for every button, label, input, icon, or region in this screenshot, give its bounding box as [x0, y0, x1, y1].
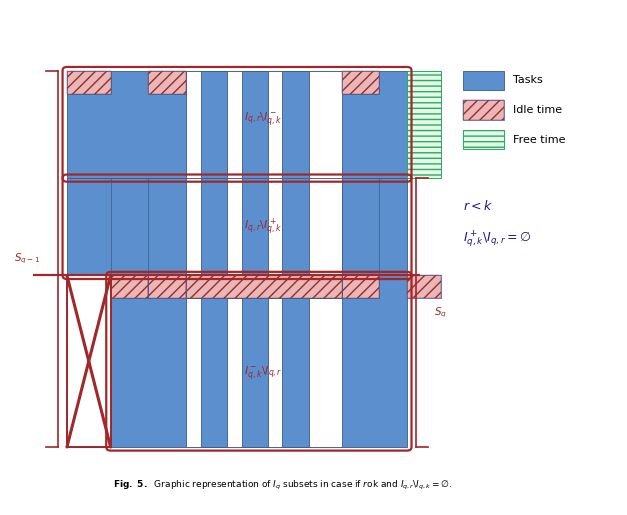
Text: $\mathbf{Fig.\ 5.}$  Graphic representation of $I_q$ subsets in case if $r$ok an: $\mathbf{Fig.\ 5.}$ Graphic representati… [113, 479, 452, 492]
Text: Idle time: Idle time [514, 105, 562, 115]
Bar [67, 71, 407, 178]
Text: $r < k$: $r < k$ [463, 199, 493, 213]
Bar [282, 178, 308, 276]
Bar [282, 299, 308, 447]
Bar [342, 71, 379, 94]
Bar [242, 299, 268, 447]
Text: $I_{q,k}^-\backslash I_{q,r}$: $I_{q,k}^-\backslash I_{q,r}$ [245, 364, 283, 382]
Bar [186, 276, 342, 299]
Bar [342, 276, 379, 299]
Text: $I_{q,r}\backslash I_{q,k}^+$: $I_{q,r}\backslash I_{q,k}^+$ [245, 216, 283, 237]
Bar [186, 299, 342, 447]
Bar [67, 276, 110, 447]
Bar [110, 276, 407, 447]
Bar [463, 130, 504, 149]
Text: $I_{q,k}^+\backslash I_{q,r} = \varnothing$: $I_{q,k}^+\backslash I_{q,r} = \varnothi… [463, 229, 532, 249]
Bar [463, 71, 504, 90]
Bar [148, 71, 186, 94]
Bar [148, 276, 186, 299]
Bar [110, 276, 148, 299]
Bar [186, 178, 342, 276]
Text: Free time: Free time [514, 135, 566, 145]
Bar [407, 71, 441, 178]
Bar [242, 178, 268, 276]
Bar [201, 71, 228, 178]
Bar [148, 71, 186, 94]
Bar [407, 71, 441, 178]
Bar [67, 71, 110, 94]
Text: $S_{q-1}$: $S_{q-1}$ [14, 252, 40, 266]
Bar [148, 276, 186, 299]
Bar [67, 276, 110, 447]
Text: $S_q$: $S_q$ [434, 305, 447, 320]
Bar [407, 276, 441, 299]
Bar [110, 276, 148, 299]
Bar [463, 100, 504, 119]
Bar [67, 71, 110, 94]
Bar [201, 178, 228, 276]
Bar [186, 71, 342, 178]
Text: Tasks: Tasks [514, 75, 543, 85]
Bar [67, 178, 407, 276]
Bar [463, 130, 504, 149]
Text: $I_{q,r}\backslash I_{q,k}^-$: $I_{q,r}\backslash I_{q,k}^-$ [245, 110, 283, 128]
Bar [186, 276, 342, 299]
Bar [282, 71, 308, 178]
Bar [407, 276, 441, 299]
Bar [463, 100, 504, 119]
Bar [342, 276, 379, 299]
Bar [242, 71, 268, 178]
Bar [342, 71, 379, 94]
Bar [201, 299, 228, 447]
